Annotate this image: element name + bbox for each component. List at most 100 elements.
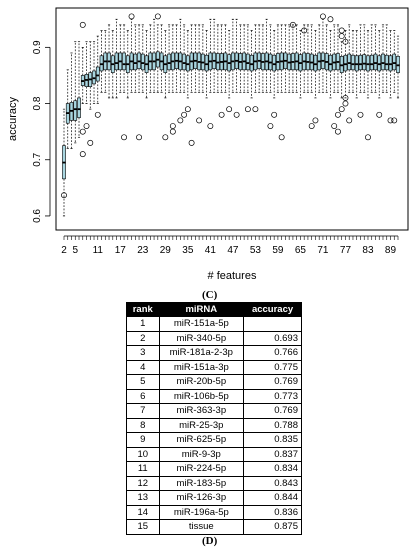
y-tick-label: 0.7 <box>32 152 43 166</box>
table-header-row: rank miRNA accuracy <box>126 302 302 317</box>
mirna-cell: miR-20b-5p <box>158 374 245 390</box>
box-90 <box>396 35 400 99</box>
outlier-point <box>338 106 345 113</box>
box-body <box>182 53 186 71</box>
box-87 <box>384 24 389 93</box>
rank-cell: 15 <box>126 519 160 535</box>
x-tick-label: 11 <box>93 245 104 256</box>
box-71 <box>324 24 329 93</box>
box-52 <box>252 24 259 113</box>
mirna-cell: miR-196a-5p <box>158 504 245 520</box>
box-38 <box>201 24 205 93</box>
box-body <box>328 54 333 72</box>
box-53 <box>257 24 261 93</box>
x-tick-label: 2 <box>61 245 67 256</box>
box-body <box>95 66 100 82</box>
box-84 <box>373 24 378 93</box>
box-57 <box>271 30 278 118</box>
box-58 <box>276 24 280 93</box>
accuracy-cell: 0.773 <box>243 388 302 404</box>
box-77 <box>346 24 353 124</box>
box-26 <box>154 13 161 93</box>
box-body <box>272 54 276 72</box>
mirna-cell: miR-25-3p <box>158 417 245 433</box>
box-65 <box>301 24 308 93</box>
outlier-point <box>162 134 169 141</box>
outlier-point <box>218 111 225 118</box>
x-tick-label: 83 <box>362 245 374 256</box>
box-64 <box>298 30 303 99</box>
box-62 <box>289 21 296 93</box>
box-37 <box>196 24 203 124</box>
table-row: 12 miR-183-5p 0.843 <box>126 475 302 491</box>
outlier-point <box>357 111 364 118</box>
outlier-point <box>319 13 326 20</box>
outlier-point <box>196 117 203 124</box>
panel-label-c: (C) <box>202 289 218 301</box>
x-tick-label: 65 <box>295 245 307 256</box>
box-41 <box>212 18 216 93</box>
outlier-point <box>346 117 353 124</box>
box-body <box>343 54 348 72</box>
accuracy-cell: 0.835 <box>243 432 302 448</box>
box-8 <box>87 41 94 146</box>
x-tick-label: 17 <box>115 245 127 256</box>
box-body <box>204 54 209 72</box>
x-tick-label: 71 <box>317 245 329 256</box>
box-80 <box>357 24 364 118</box>
table-row: 1 miR-151a-5p <box>126 316 302 332</box>
accuracy-cell: 0.693 <box>243 330 302 346</box>
box-3 <box>69 52 74 149</box>
rank-cell: 7 <box>126 403 160 419</box>
mirna-cell: miR-126-3p <box>158 490 245 506</box>
accuracy-cell: 0.788 <box>243 417 302 433</box>
box-28 <box>162 30 169 141</box>
box-12 <box>103 30 108 93</box>
box-85 <box>376 30 383 118</box>
outlier-point <box>387 117 394 124</box>
box-6 <box>79 21 86 158</box>
box-55 <box>264 18 269 93</box>
outlier-point <box>335 111 341 118</box>
box-body <box>369 54 374 71</box>
outlier-point <box>87 139 94 146</box>
box-5 <box>77 41 81 138</box>
box-25 <box>152 18 156 93</box>
outlier-point <box>267 123 274 129</box>
box-42 <box>216 24 220 93</box>
outlier-point <box>365 134 371 141</box>
box-body <box>167 53 171 71</box>
accuracy-cell: 0.844 <box>243 490 302 506</box>
boxes-layer <box>61 13 400 217</box>
box-body <box>249 54 254 72</box>
box-33 <box>181 24 188 118</box>
box-16 <box>118 24 123 93</box>
x-tick-label: 29 <box>160 245 172 256</box>
box-88 <box>387 30 394 124</box>
mirna-cell: miR-363-3p <box>158 403 245 419</box>
accuracy-cell: 0.843 <box>243 475 302 491</box>
rank-cell: 14 <box>126 504 160 520</box>
outlier-point <box>154 13 161 20</box>
outlier-point <box>335 128 341 135</box>
outlier-point <box>79 128 86 135</box>
box-body <box>73 100 78 121</box>
outlier-point <box>342 38 349 45</box>
box-86 <box>381 24 385 93</box>
box-39 <box>204 30 209 99</box>
boxplot-chart: 0.6 0.7 0.8 0.9 2 5 11 17 23 29 35 41 47 53 59 65 71 77 8… <box>7 7 409 282</box>
box-78 <box>351 30 355 93</box>
x-tick-label: 41 <box>205 245 217 256</box>
box-17 <box>121 24 127 141</box>
x-tick-label: 47 <box>227 245 239 256</box>
box-body <box>77 97 81 118</box>
outlier-point <box>136 134 143 141</box>
rank-cell: 10 <box>126 446 160 462</box>
box-body <box>246 53 250 71</box>
mirna-cell: tissue <box>158 519 245 535</box>
x-axis-label: # features <box>208 270 257 282</box>
box-19 <box>128 13 135 93</box>
table-row: 15 tissue 0.875 <box>126 519 302 535</box>
x-tick-label: 35 <box>182 245 194 256</box>
box-21 <box>136 24 143 141</box>
